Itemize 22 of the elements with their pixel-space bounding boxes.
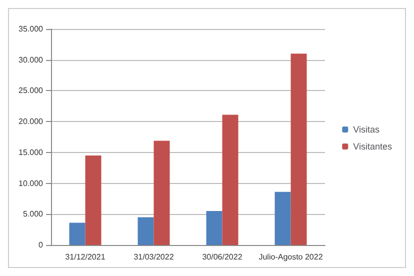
- x-tick-label: 30/06/2022: [202, 252, 243, 262]
- bar: [138, 217, 154, 245]
- y-tick-label: 15.000: [18, 148, 44, 157]
- y-tick-label: 0: [38, 240, 44, 250]
- y-tick-label: 25.000: [18, 86, 44, 96]
- legend-label: Visitas: [353, 124, 380, 134]
- bar: [85, 156, 102, 245]
- y-tick-label: 5.000: [22, 210, 44, 219]
- x-tick-label: 31/03/2022: [134, 252, 174, 262]
- y-tick-label: 10.000: [18, 178, 44, 188]
- bar: [154, 140, 170, 245]
- bar: [69, 222, 86, 245]
- x-tick-label: Julio-Agosto 2022: [258, 252, 324, 262]
- y-tick-label: 30.000: [18, 55, 44, 64]
- bar: [274, 192, 291, 245]
- y-tick-label: 35.000: [18, 24, 44, 34]
- bar: [206, 211, 222, 245]
- y-tick-label: 20.000: [18, 117, 44, 126]
- bar: [222, 114, 238, 245]
- legend-label: Visitantes: [353, 142, 392, 152]
- x-tick-label: 31/12/2021: [65, 252, 106, 262]
- bar: [290, 54, 307, 245]
